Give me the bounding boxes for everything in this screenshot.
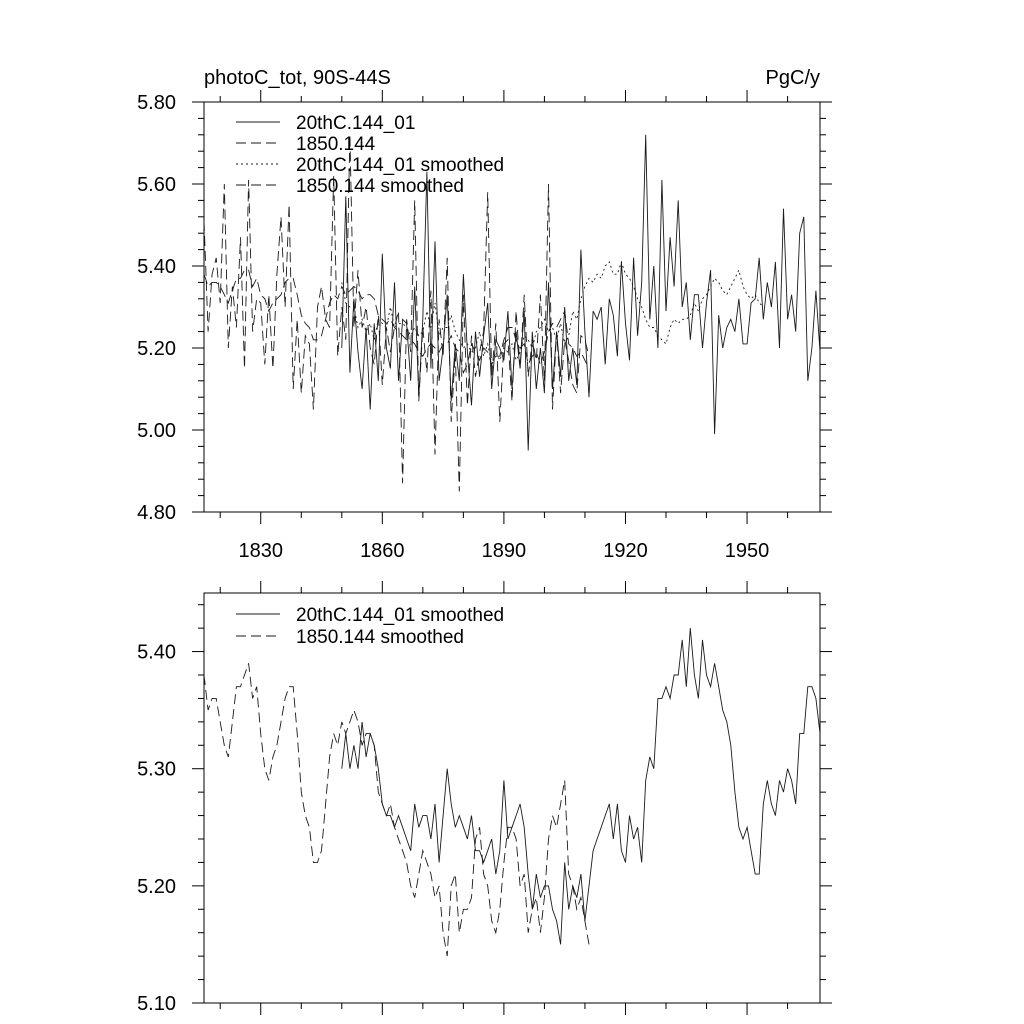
x-tick-label: 1860 bbox=[360, 540, 405, 562]
y-tick-label: 5.40 bbox=[137, 642, 176, 664]
y-tick-label: 5.10 bbox=[137, 993, 176, 1015]
y-tick-label: 4.80 bbox=[137, 502, 176, 524]
x-tick-label: 1830 bbox=[238, 540, 283, 562]
y-tick-label: 5.20 bbox=[137, 338, 176, 360]
legend-label: 1850.144 smoothed bbox=[296, 627, 464, 648]
series-line-1850-144 bbox=[204, 134, 590, 492]
y-tick-label: 5.80 bbox=[137, 92, 176, 114]
series-line-20thc-144-01-smoothed bbox=[341, 628, 820, 945]
x-tick-label: 1920 bbox=[603, 540, 648, 562]
plot-frame bbox=[203, 592, 821, 1004]
legend-label: 20thC.144_01 smoothed bbox=[296, 605, 504, 626]
chart-units: PgC/y bbox=[766, 67, 820, 89]
legend-label: 20thC.144_01 bbox=[296, 113, 415, 134]
bottom-panel: 5.10 5.20 5.30 5.40 20thC.144_01 smoothed185… bbox=[137, 581, 832, 1015]
y-tick-label: 5.40 bbox=[137, 256, 176, 278]
x-tick-label: 1950 bbox=[725, 540, 770, 562]
series-line-1850-144-smoothed bbox=[204, 269, 590, 374]
top-panel: 4.80 5.00 5.20 5.40 5.60 5.80 1830 1860 1890 1920… bbox=[137, 67, 832, 562]
y-tick-label: 5.00 bbox=[137, 420, 176, 442]
y-tick-label: 5.30 bbox=[137, 759, 176, 781]
x-tick-label: 1890 bbox=[482, 540, 527, 562]
chart-title: photoC_tot, 90S-44S bbox=[204, 67, 391, 89]
legend-label: 20thC.144_01 smoothed bbox=[296, 155, 504, 176]
series-line-1850-144-smoothed bbox=[204, 663, 590, 957]
y-tick-label: 5.20 bbox=[137, 876, 176, 898]
series-line-20thc-144-01-smoothed bbox=[341, 260, 764, 367]
series-line-20thc-144-01 bbox=[341, 134, 820, 451]
y-tick-label: 5.60 bbox=[137, 174, 176, 196]
plot-frame bbox=[203, 101, 821, 513]
legend-label: 1850.144 bbox=[296, 134, 376, 155]
legend-label: 1850.144 smoothed bbox=[296, 176, 464, 197]
